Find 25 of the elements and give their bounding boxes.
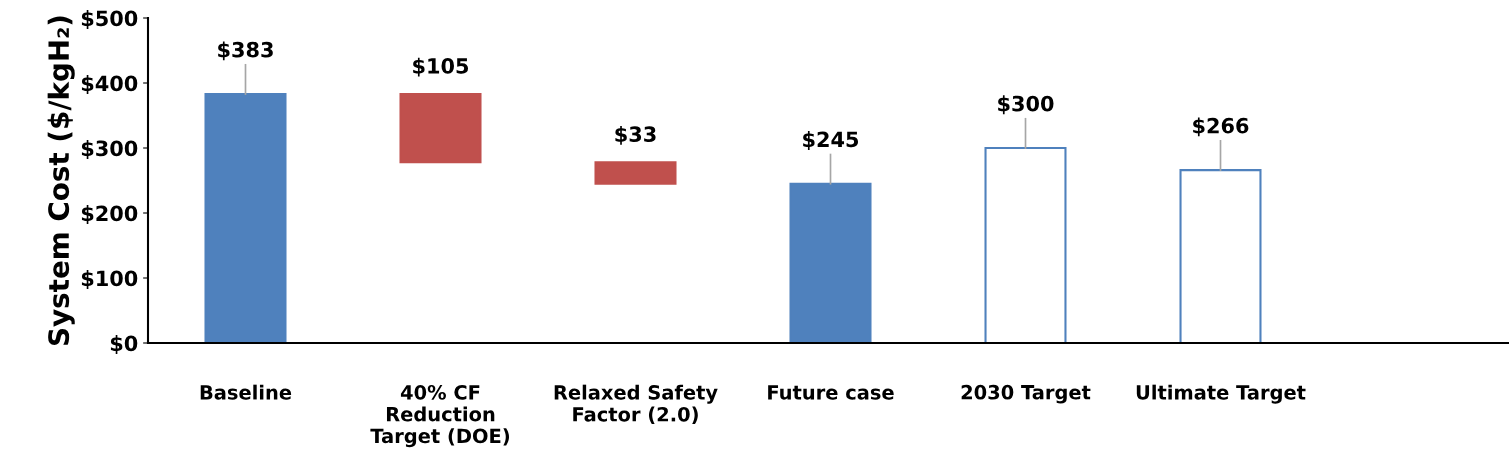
bar [789, 182, 872, 343]
y-tick-label: $200 [81, 205, 138, 224]
data-label: $105 [413, 57, 469, 77]
data-label: $383 [218, 41, 273, 61]
y-tick-label: $100 [81, 270, 138, 289]
x-tick-label: Relaxed Safety Factor (2.0) [554, 384, 718, 424]
y-tick-label: $500 [81, 10, 138, 29]
data-label: $33 [615, 125, 656, 145]
data-label: $300 [998, 95, 1054, 115]
y-tick-label: $0 [110, 335, 138, 354]
x-tick-label: Future case [768, 385, 894, 400]
y-tick-label: $400 [81, 75, 138, 94]
data-label: $266 [1193, 117, 1249, 137]
bar [204, 93, 287, 343]
y-tick-label: $300 [81, 140, 138, 159]
y-axis-title: System Cost ($/kgH₂) [47, 16, 75, 345]
x-tick-label: Ultimate Target [1136, 384, 1306, 404]
bar [594, 161, 677, 185]
bar [399, 93, 482, 164]
x-tick-label: 40% CF Reduction Target (DOE) [370, 385, 510, 448]
data-label: $245 [803, 131, 859, 150]
x-tick-label: Baseline [200, 384, 292, 400]
x-tick-label: 2030 Target [961, 384, 1091, 404]
bar [984, 146, 1067, 343]
bar [1179, 169, 1262, 343]
